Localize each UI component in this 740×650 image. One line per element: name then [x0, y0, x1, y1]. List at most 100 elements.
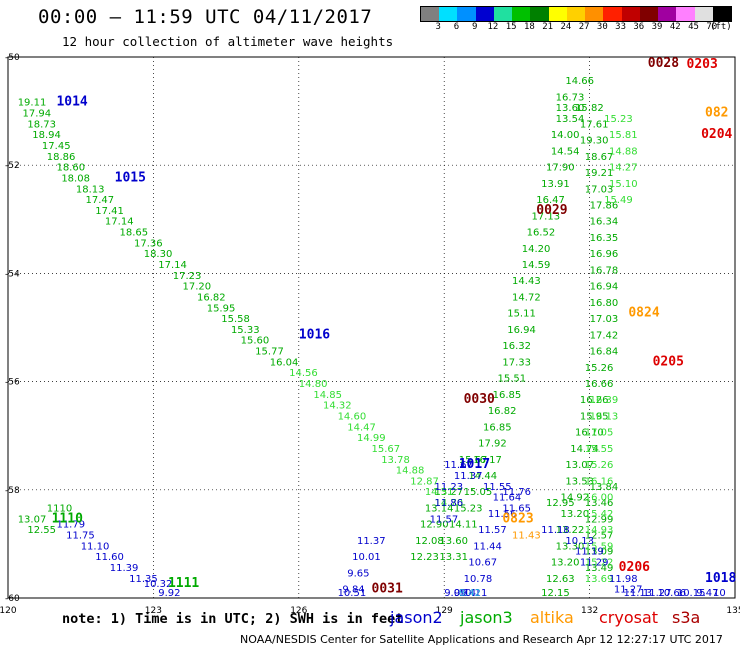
wave-height-label: 11.19: [575, 547, 604, 558]
color-swatch: [439, 7, 458, 21]
wave-height-label: 12.87: [410, 476, 439, 487]
wave-height-label: 14.43: [512, 276, 541, 287]
wave-height-label: 16.84: [590, 347, 619, 358]
wave-height-label: 10.01: [352, 552, 381, 563]
wave-height-label: 11.64: [493, 493, 522, 504]
wave-height-label: 17.90: [546, 163, 575, 174]
wave-height-label: 17.20: [182, 282, 211, 293]
wave-height-label: 10.32: [144, 579, 173, 590]
wave-height-label: 15.58: [221, 314, 250, 325]
wave-height-label: 10.15: [677, 588, 706, 599]
wave-height-label: 13.14: [425, 503, 454, 514]
color-scale-label: 3: [435, 22, 441, 32]
wave-height-label: 11.86: [435, 498, 464, 509]
color-scale-label: 12: [487, 22, 499, 32]
wave-height-label: 17.45: [42, 141, 71, 152]
wave-height-label: 15.26: [585, 363, 614, 374]
wave-height-label: 12.90: [420, 520, 449, 531]
wave-height-label: 16.78: [590, 265, 619, 276]
pass-time-label: 1016: [299, 327, 330, 342]
wave-height-label: 16.00: [585, 493, 614, 504]
wave-height-label: 15.60: [241, 336, 270, 347]
wave-height-label: 13.60: [556, 103, 585, 114]
wave-height-label: 11.10: [81, 541, 110, 552]
wave-height-label: 11.76: [502, 487, 531, 498]
color-scale-label: 70: [706, 22, 718, 32]
color-swatch: [676, 7, 695, 21]
color-swatch: [621, 7, 640, 21]
wave-height-label: 11.75: [66, 530, 95, 541]
color-scale-label: 24: [560, 22, 572, 32]
wave-height-label: 10.13: [565, 536, 594, 547]
wave-height-label: 15.26: [585, 460, 614, 471]
wave-height-label: 16.04: [270, 357, 299, 368]
wave-height-label: 11.57: [430, 514, 459, 525]
wave-height-label: 15.23: [454, 503, 483, 514]
wave-height-label: 17.94: [23, 109, 52, 120]
wave-height-label: 11.39: [110, 563, 139, 574]
wave-height-label: 9.84: [342, 585, 364, 596]
wave-height-label: 17.03: [590, 314, 619, 325]
color-scale-label: 33: [615, 22, 626, 32]
wave-height-label: 13.49: [585, 563, 614, 574]
wave-height-label: 13.78: [381, 455, 410, 466]
color-swatch: [566, 7, 586, 21]
color-scale-label: 6: [453, 22, 460, 32]
wave-height-label: 13.46: [585, 498, 614, 509]
wave-height-label: 11.44: [473, 541, 502, 552]
wave-height-label: 11.37: [357, 536, 386, 547]
wave-height-label: 9.14: [454, 588, 476, 599]
wave-height-label: 16.39: [590, 395, 619, 406]
wave-height-label: 15.67: [459, 455, 488, 466]
wave-height-label: 14.47: [347, 422, 376, 433]
wave-height-label: 12.55: [27, 525, 56, 536]
x-tick-label: 129: [436, 606, 453, 616]
wave-height-label: 18.60: [56, 163, 85, 174]
pass-time-label: 0823: [502, 511, 533, 526]
wave-height-label: 15.55: [585, 444, 614, 455]
satellite-legend-cryosat: cryosat: [599, 608, 659, 627]
satellite-legend-jason3: jason3: [460, 608, 513, 627]
wave-height-label: 13.27: [435, 487, 464, 498]
color-scale-label: 39: [651, 22, 663, 32]
wave-height-label: 13.60: [439, 536, 468, 547]
wave-height-label: 17.41: [95, 206, 124, 217]
x-tick-label: 120: [0, 606, 17, 616]
wave-height-label: 9.92: [158, 588, 180, 599]
wave-height-label: 16.16: [585, 476, 614, 487]
wave-height-label: 14.20: [522, 244, 551, 255]
wave-height-label: 10.11: [459, 588, 488, 599]
wave-height-label: 18.94: [32, 130, 61, 141]
wave-height-label: 13.22: [556, 525, 585, 536]
wave-height-label: 16.35: [590, 233, 619, 244]
wave-height-label: 16.82: [197, 292, 226, 303]
wave-height-label: 14.88: [396, 466, 425, 477]
color-swatch: [658, 7, 677, 21]
satellite-legend-s3a: s3a: [672, 608, 701, 627]
wave-height-label: 11.27: [614, 585, 643, 596]
wave-height-label: 13.91: [541, 179, 570, 190]
y-tick-label: -52: [5, 161, 20, 171]
wave-height-label: 16.94: [507, 325, 536, 336]
color-swatch: [712, 7, 731, 21]
wave-height-label: 14.56: [289, 368, 318, 379]
wave-height-label: 11.56: [488, 509, 517, 520]
wave-height-label: 14.00: [551, 130, 580, 141]
color-swatch: [585, 7, 604, 21]
wave-height-label: 15.95: [207, 303, 236, 314]
wave-height-label: 17.33: [502, 357, 531, 368]
wave-height-label: 13.07: [18, 514, 47, 525]
footer-credit: NOAA/NESDIS Center for Satellite Applica…: [240, 633, 723, 646]
wave-height-label: 17.14: [158, 260, 187, 271]
pass-time-label: 0206: [619, 560, 650, 575]
color-swatch: [694, 7, 713, 21]
wave-height-label: 17.42: [590, 330, 619, 341]
wave-height-label: 18.67: [585, 152, 614, 163]
color-swatch: [475, 7, 494, 21]
chart-title: 00:00 – 11:59 UTC 04/11/2017: [38, 6, 373, 28]
wave-height-label: 14.80: [299, 379, 328, 390]
pass-time-label: 082: [705, 106, 728, 121]
wave-height-label: 11.55: [483, 482, 512, 493]
plot-frame: [7, 56, 736, 599]
wave-height-label: 17.92: [478, 439, 507, 450]
